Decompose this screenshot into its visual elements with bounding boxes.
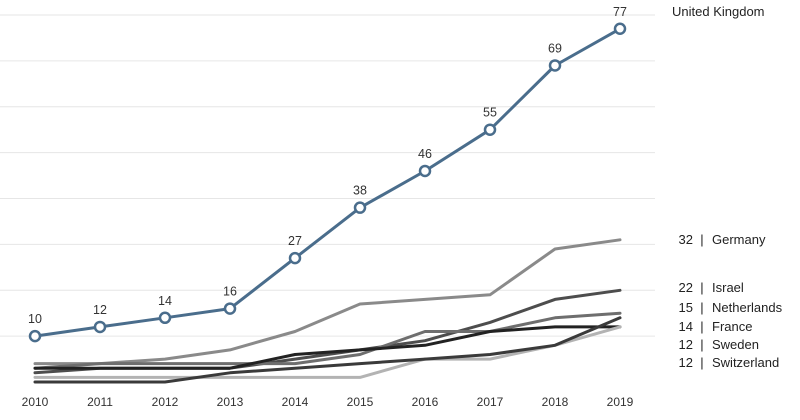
data-point-marker [158, 311, 172, 325]
x-tick-label: 2019 [607, 395, 634, 409]
x-tick-label: 2010 [22, 395, 49, 409]
data-point-marker [223, 302, 237, 315]
data-point-marker [93, 320, 107, 334]
data-label: 12 [93, 303, 107, 317]
x-tick-label: 2018 [542, 395, 569, 409]
x-tick-label: 2012 [152, 395, 179, 409]
data-label: 69 [548, 41, 562, 55]
x-tick-label: 2017 [477, 395, 504, 409]
series-line-germany [33, 238, 622, 366]
series-line-sweden [33, 325, 622, 379]
x-tick-label: 2011 [87, 395, 113, 409]
x-tick-label: 2016 [412, 395, 439, 409]
x-axis-ticks: 2010 2011 2012 2013 2014 2015 2016 2017 2018 2019 [22, 395, 634, 409]
data-label: 77 [613, 5, 627, 19]
uk-data-labels: 10 12 14 16 27 38 46 55 69 77 [28, 5, 627, 326]
series-line-france [33, 325, 622, 370]
data-point-marker [613, 22, 627, 36]
series-end-labels: United Kingdom 32 | Germany 22 | Israel 15 | Neth… [672, 4, 783, 370]
uk-markers [28, 22, 627, 343]
data-point-marker [288, 251, 302, 265]
data-point-marker [483, 123, 497, 136]
series-label-israel: 22 | Israel [679, 280, 744, 295]
data-label: 10 [28, 312, 42, 326]
data-label: 55 [483, 106, 497, 120]
x-tick-label: 2014 [282, 395, 309, 409]
series-line-netherlands [33, 311, 622, 370]
x-tick-label: 2015 [347, 395, 374, 409]
data-point-marker [28, 329, 42, 343]
series-line-united-kingdom [33, 27, 622, 338]
gridlines [0, 14, 655, 337]
series-label-united-kingdom: United Kingdom [672, 4, 765, 19]
series-label-germany: 32 | Germany [679, 232, 766, 247]
data-label: 14 [158, 294, 172, 308]
data-label: 27 [288, 234, 302, 248]
data-label: 38 [353, 184, 367, 198]
data-label: 16 [223, 285, 237, 299]
series-label-france: 14 | France [679, 319, 753, 334]
series-label-switzerland: 12 | Switzerland [679, 355, 780, 370]
series-label-sweden: 12 | Sweden [679, 337, 759, 352]
data-point-marker [548, 59, 562, 72]
x-tick-label: 2013 [217, 395, 244, 409]
data-point-marker [353, 201, 367, 214]
data-point-marker [418, 164, 432, 178]
data-label: 46 [418, 147, 432, 161]
series-lines [33, 27, 622, 384]
series-label-netherlands: 15 | Netherlands [679, 300, 783, 315]
series-line-switzerland [33, 316, 622, 384]
